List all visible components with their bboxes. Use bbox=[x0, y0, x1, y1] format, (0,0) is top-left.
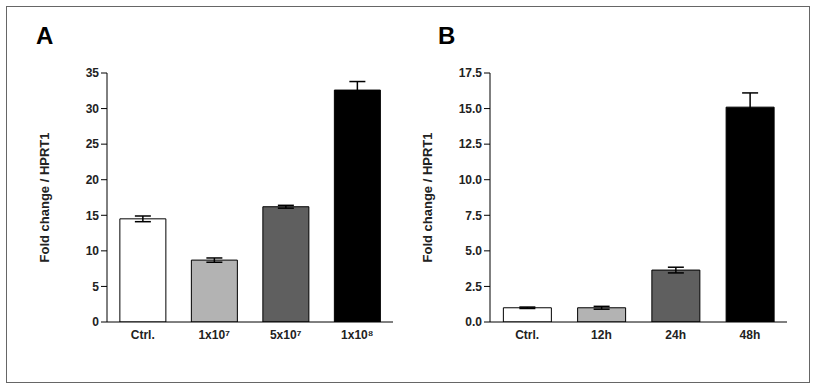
html-text:B: B bbox=[438, 22, 456, 49]
svg-text:10.0: 10.0 bbox=[459, 173, 483, 187]
svg-text:15.0: 15.0 bbox=[459, 102, 483, 116]
svg-text:10: 10 bbox=[86, 244, 100, 258]
svg-text:17.5: 17.5 bbox=[459, 66, 483, 80]
svg-text:25: 25 bbox=[86, 137, 100, 151]
svg-text:20: 20 bbox=[86, 173, 100, 187]
html-text:A: A bbox=[36, 22, 54, 49]
svg-text:0: 0 bbox=[92, 315, 99, 329]
svg-text:5.0: 5.0 bbox=[465, 244, 482, 258]
svg-text:12.5: 12.5 bbox=[459, 137, 483, 151]
svg-text:48h: 48h bbox=[740, 328, 761, 342]
svg-text:5x10⁷: 5x10⁷ bbox=[270, 328, 302, 342]
svg-text:24h: 24h bbox=[665, 328, 686, 342]
svg-text:30: 30 bbox=[86, 102, 100, 116]
svg-text:1x10⁷: 1x10⁷ bbox=[198, 328, 230, 342]
svg-text:Fold change / HPRT1: Fold change / HPRT1 bbox=[37, 132, 52, 262]
svg-text:35: 35 bbox=[86, 66, 100, 80]
svg-text:7.5: 7.5 bbox=[465, 209, 482, 223]
svg-text:Ctrl.: Ctrl. bbox=[131, 328, 155, 342]
svg-text:2.5: 2.5 bbox=[465, 280, 482, 294]
svg-text:1x10⁸: 1x10⁸ bbox=[341, 328, 373, 342]
svg-text:Ctrl.: Ctrl. bbox=[515, 328, 539, 342]
svg-text:12h: 12h bbox=[591, 328, 612, 342]
svg-text:5: 5 bbox=[92, 280, 99, 294]
svg-text:15: 15 bbox=[86, 209, 100, 223]
svg-text:Fold change / HPRT1: Fold change / HPRT1 bbox=[420, 132, 435, 262]
svg-text:0.0: 0.0 bbox=[465, 315, 482, 329]
